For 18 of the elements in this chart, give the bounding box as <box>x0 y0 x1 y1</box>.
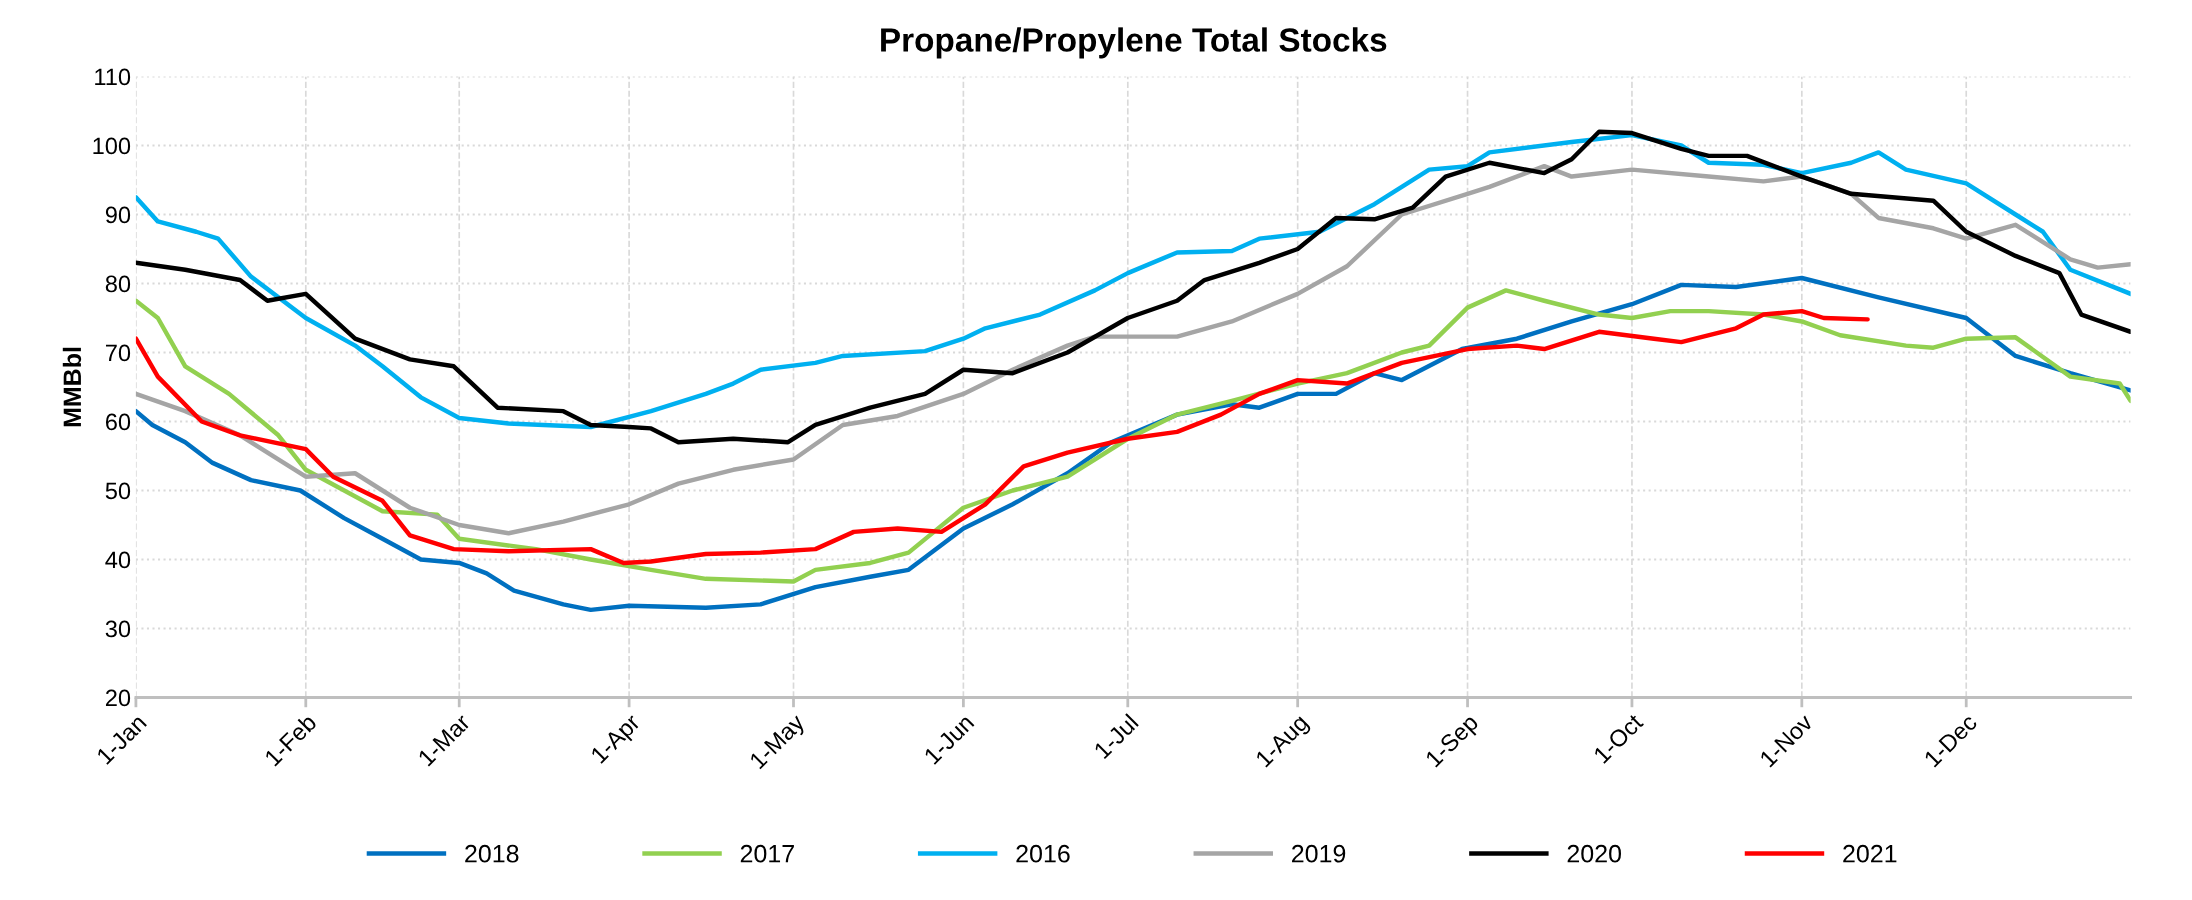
legend-label: 2016 <box>1016 844 1070 863</box>
legend-label: 2017 <box>740 844 794 863</box>
y-tick-label: 20 <box>105 689 131 707</box>
y-tick-label: 70 <box>105 344 131 362</box>
y-tick-label: 90 <box>105 206 131 224</box>
y-tick-label: 30 <box>105 620 131 638</box>
y-tick-label: 50 <box>105 482 131 500</box>
y-tick-label: 100 <box>93 137 131 155</box>
y-tick-label: 80 <box>105 275 131 293</box>
legend-label: 2020 <box>1567 844 1622 863</box>
legend-label: 2019 <box>1292 844 1346 863</box>
y-axis-title: MMBbl <box>62 347 82 427</box>
y-tick-label: 110 <box>95 68 131 86</box>
legend-label: 2018 <box>465 844 519 863</box>
legend-label: 2021 <box>1843 844 1897 863</box>
y-tick-label: 60 <box>105 413 131 431</box>
y-tick-label: 40 <box>105 551 131 569</box>
chart-title: Propane/Propylene Total Stocks <box>881 27 1387 59</box>
